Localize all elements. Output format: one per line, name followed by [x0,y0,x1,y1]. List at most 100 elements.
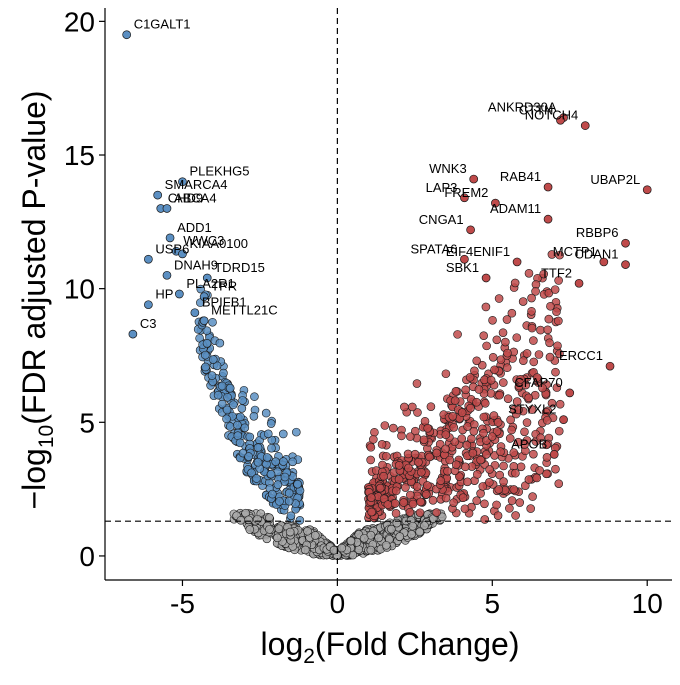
gene-label-wwc3: WWC3 [183,233,224,248]
non-significant-points [229,508,447,560]
gene-label-sbk1: SBK1 [446,260,479,275]
scatter-point [329,545,339,555]
gene-point-frem2 [491,198,500,208]
scatter-point [510,278,520,288]
scatter-point [511,468,520,478]
scatter-point [449,423,459,432]
gene-label-tdrd15: TDRD15 [214,260,265,275]
scatter-point [501,337,510,347]
scatter-point [293,479,302,489]
scatter-point [267,443,276,453]
scatter-point [367,493,376,502]
scatter-point [400,402,409,412]
gene-point-mettl21c [199,316,209,326]
scatter-point [503,348,512,358]
gene-point-bpifb1 [190,308,200,318]
scatter-point [498,328,508,337]
scatter-point [233,420,242,430]
scatter-point [380,421,390,430]
scatter-point [395,532,405,541]
scatter-point [542,416,552,425]
scatter-point [414,457,423,467]
scatter-point [420,521,429,530]
y-axis-label-log: −log [16,448,52,509]
scatter-point [366,442,376,452]
upregulated-points [364,250,565,524]
gene-label-add1: ADD1 [177,220,212,235]
scatter-point [369,435,378,444]
scatter-point [466,403,475,413]
gene-point-hp [144,300,153,310]
scatter-point [432,448,441,458]
scatter-point [346,536,356,546]
scatter-point [490,365,499,375]
scatter-point [436,476,446,485]
scatter-point [201,350,210,360]
gene-point-apob [549,450,559,459]
scatter-point [215,338,225,348]
scatter-point [279,457,288,466]
scatter-point [542,469,551,479]
scatter-point [285,527,295,537]
scatter-point [518,297,528,306]
scatter-point [245,525,255,534]
gene-point-lap3 [460,193,469,203]
scatter-point [527,405,537,414]
scatter-point [494,294,504,303]
scatter-point [458,493,468,503]
scatter-point [412,482,422,491]
gene-label-apob: APOB [511,436,547,451]
gene-label-chd9: CHD9 [168,190,203,205]
gene-label-mctp1: MCTP1 [553,244,597,259]
scatter-point [240,423,250,433]
scatter-point [416,497,425,507]
scatter-point [480,499,489,509]
scatter-point [479,428,488,438]
scatter-point [426,402,436,411]
gene-point-kiaa0100 [178,249,187,259]
gene-label-smarca4: SMARCA4 [165,177,228,192]
y-axis-label-rest: (FDR adjusted P-value) [16,90,52,424]
gene-label-usp6: USP6 [155,241,189,256]
y-tick-label: 5 [79,407,95,438]
gene-label-dnah9: DNAH9 [174,257,218,272]
gene-label-pla2r1: PLA2R1 [186,276,234,291]
scatter-point [408,402,417,412]
scatter-point [529,449,538,459]
scatter-point [528,492,537,501]
gene-label-rab41: RAB41 [500,169,541,184]
scatter-point [196,284,206,294]
gene-point-add1 [165,233,175,243]
scatter-point [507,308,517,318]
gene-point-tdrd15 [202,273,212,283]
scatter-point [423,423,432,433]
scatter-point [542,440,551,450]
scatter-point [511,511,520,520]
scatter-point [467,434,476,444]
scatter-point [492,427,502,436]
scatter-point [301,545,310,555]
scatter-point [413,408,422,417]
scatter-point [515,498,525,507]
gene-point-cttn [556,115,565,125]
scatter-point [496,355,506,364]
scatter-point [419,435,429,445]
scatter-point [461,385,470,395]
scatter-point [266,469,276,479]
scatter-point [481,302,491,312]
gene-point-c1galt1 [122,30,132,40]
gene-label-cttn: CTTN [519,102,554,117]
scatter-point [405,507,415,517]
scatter-point [547,250,557,259]
scatter-point [244,515,253,525]
scatter-point [476,455,485,465]
gene-label-wnk3: WNK3 [429,161,467,176]
scatter-point [303,526,312,536]
threshold-lines [105,8,672,580]
downregulated-points [193,284,305,525]
scatter-point [495,470,505,480]
scatter-point [524,268,534,278]
scatter-point [233,431,243,441]
scatter-point [374,533,383,543]
gene-label-tpr: TPR [211,279,237,294]
